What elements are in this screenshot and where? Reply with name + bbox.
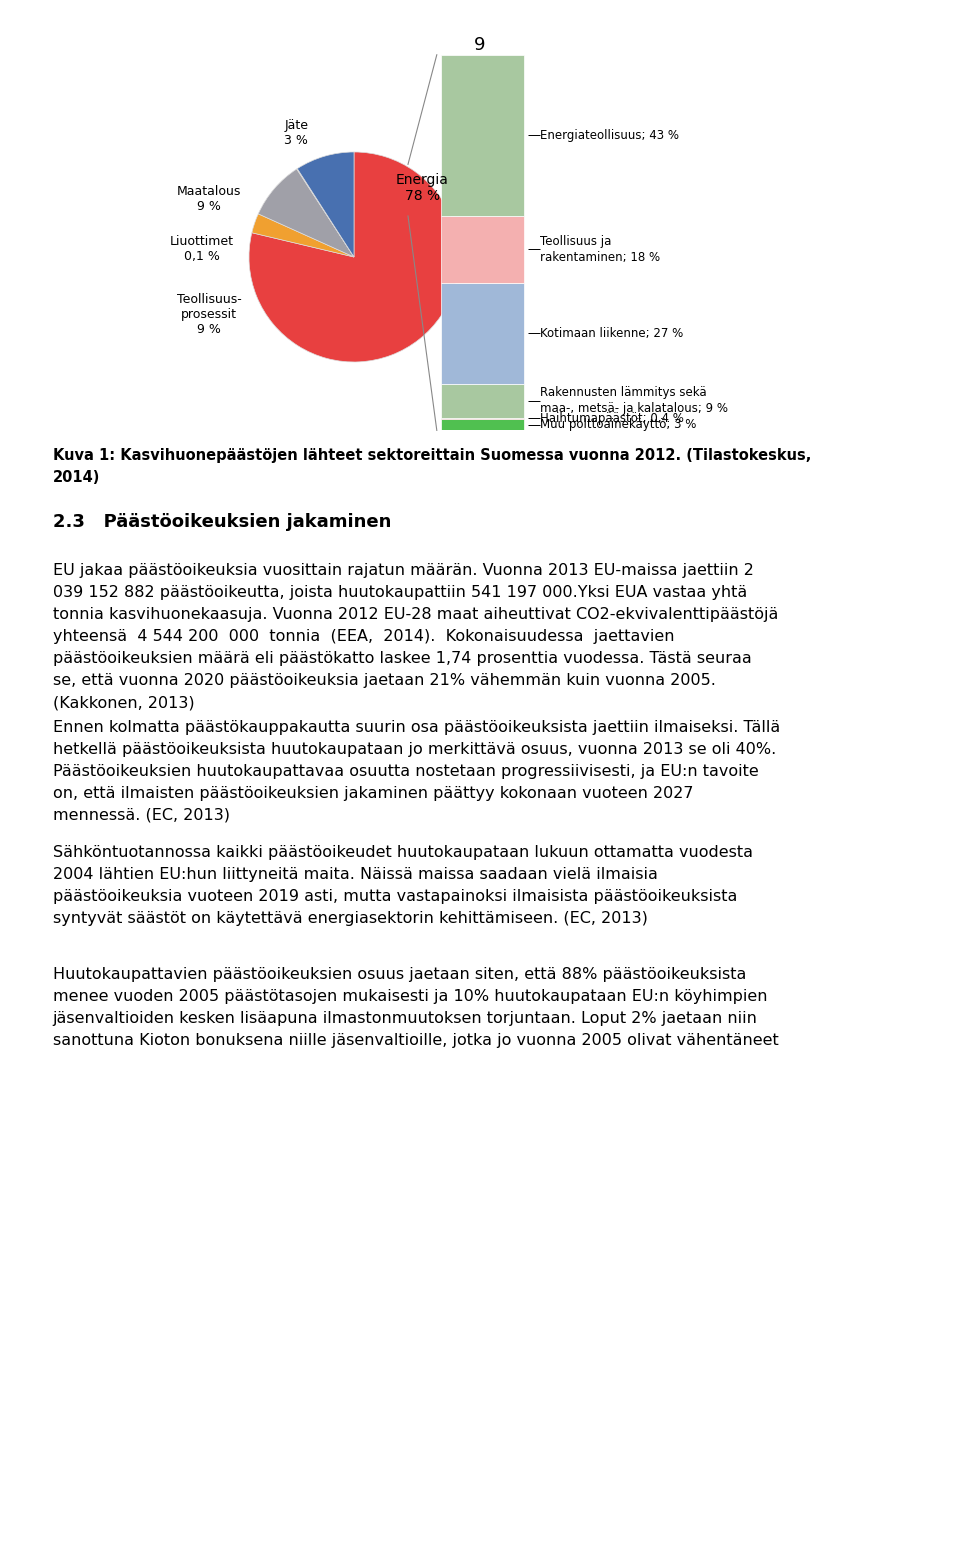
Wedge shape bbox=[298, 152, 354, 257]
Text: Haihtumapäästöt; 0,4 %: Haihtumapäästöt; 0,4 % bbox=[540, 412, 684, 426]
Text: Huutokaupattavien päästöoikeuksien osuus jaetaan siten, että 88% päästöoikeuksis: Huutokaupattavien päästöoikeuksien osuus… bbox=[53, 967, 779, 1049]
Text: Kuva 1: Kasvihuonepäästöjen lähteet sektoreittain Suomessa vuonna 2012. (Tilasto: Kuva 1: Kasvihuonepäästöjen lähteet sekt… bbox=[53, 448, 811, 463]
Bar bbox=[441, 283, 524, 383]
Bar bbox=[441, 419, 524, 430]
Wedge shape bbox=[249, 152, 459, 362]
Text: Sähköntuotannossa kaikki päästöoikeudet huutokaupataan lukuun ottamatta vuodesta: Sähköntuotannossa kaikki päästöoikeudet … bbox=[53, 845, 753, 926]
Text: Rakennusten lämmitys sekä
maa-, metsä- ja kalatalous; 9 %: Rakennusten lämmitys sekä maa-, metsä- j… bbox=[540, 387, 729, 415]
Bar bbox=[441, 216, 524, 283]
Text: Kotimaan liikenne; 27 %: Kotimaan liikenne; 27 % bbox=[540, 327, 684, 340]
Text: 9: 9 bbox=[474, 36, 486, 55]
Text: Ennen kolmatta päästökauppakautta suurin osa päästöoikeuksista jaettiin ilmaisek: Ennen kolmatta päästökauppakautta suurin… bbox=[53, 720, 780, 823]
Text: Energia
78 %: Energia 78 % bbox=[396, 172, 449, 203]
Wedge shape bbox=[258, 169, 354, 257]
Text: Energiateollisuus; 43 %: Energiateollisuus; 43 % bbox=[540, 128, 680, 142]
Text: Teollisuus-
prosessit
9 %: Teollisuus- prosessit 9 % bbox=[177, 293, 242, 336]
Wedge shape bbox=[252, 214, 354, 257]
Text: 2014): 2014) bbox=[53, 470, 100, 485]
Bar bbox=[441, 55, 524, 216]
Text: Jäte
3 %: Jäte 3 % bbox=[284, 119, 308, 147]
Text: Muu polttoainekäyttö; 3 %: Muu polttoainekäyttö; 3 % bbox=[540, 418, 697, 432]
Text: Teollisuus ja
rakentaminen; 18 %: Teollisuus ja rakentaminen; 18 % bbox=[540, 235, 660, 264]
Text: 2.3   Päästöoikeuksien jakaminen: 2.3 Päästöoikeuksien jakaminen bbox=[53, 513, 391, 532]
Wedge shape bbox=[297, 169, 354, 257]
Text: Liuottimet
0,1 %: Liuottimet 0,1 % bbox=[170, 235, 233, 263]
Text: EU jakaa päästöoikeuksia vuosittain rajatun määrän. Vuonna 2013 EU-maissa jaetti: EU jakaa päästöoikeuksia vuosittain raja… bbox=[53, 563, 779, 711]
Bar bbox=[441, 383, 524, 418]
Text: Maatalous
9 %: Maatalous 9 % bbox=[177, 185, 241, 213]
